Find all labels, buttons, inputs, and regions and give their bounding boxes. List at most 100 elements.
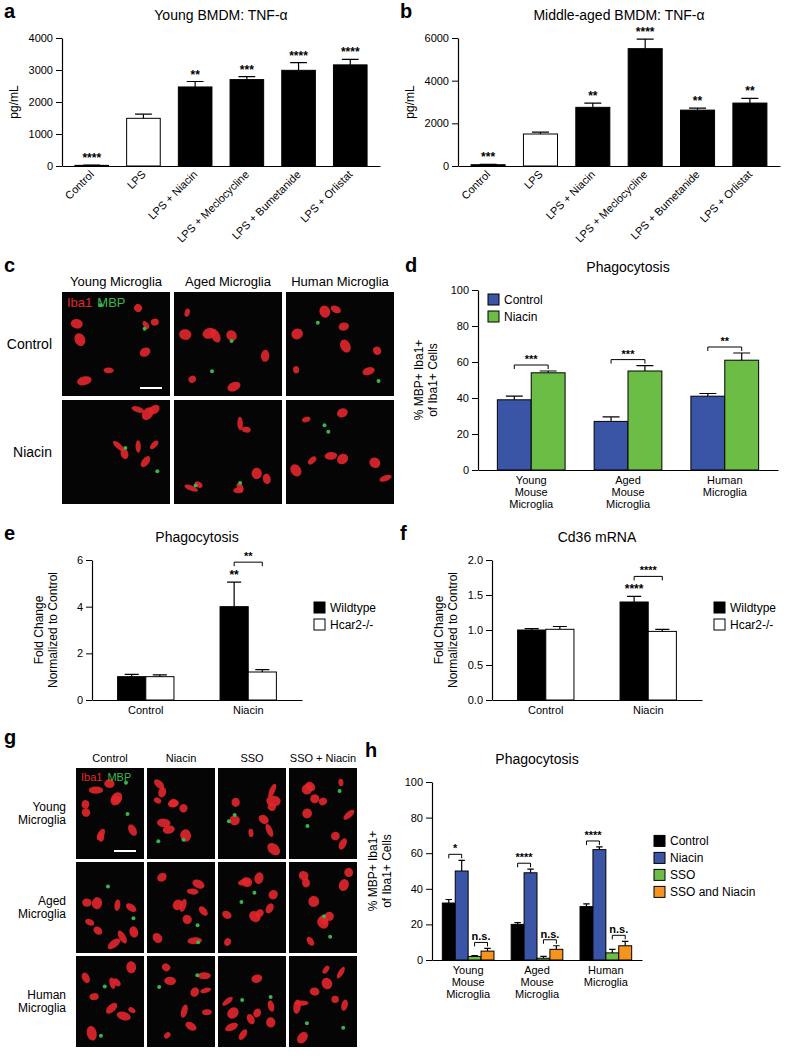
bar [606, 953, 619, 960]
x-tick: Control [62, 168, 96, 202]
legend-label: Niacin [504, 310, 537, 324]
cell [200, 986, 212, 994]
y-tick-mark [86, 560, 92, 561]
error-bar [699, 394, 716, 397]
y-tick: 4000 [425, 75, 458, 87]
y-tick-mark [486, 630, 492, 631]
stain-dot [155, 469, 159, 473]
y-tick-label: 40 [411, 883, 423, 895]
micrograph [286, 400, 394, 504]
cell [153, 796, 162, 804]
scale-bar [114, 850, 136, 852]
y-axis-title: % MBP+ Iba1+of Iba1+ Cells [412, 340, 440, 421]
legend-swatch [654, 852, 665, 863]
error-bar [689, 108, 706, 110]
micrograph [286, 292, 394, 396]
significance: **** [82, 151, 101, 165]
cell [160, 962, 171, 973]
bar [471, 165, 505, 166]
bar [230, 80, 264, 166]
micrograph [76, 956, 144, 1047]
y-axis-line [62, 39, 63, 167]
x-tick-label: HumanMicroglia [584, 964, 629, 988]
stain-dot [341, 1026, 345, 1030]
plot-marks [118, 582, 277, 700]
micrograph [147, 862, 215, 953]
y-tick-label: 2000 [425, 117, 449, 129]
cell [95, 827, 107, 841]
cell [187, 888, 199, 895]
cell [155, 871, 168, 884]
y-tick-mark [472, 290, 478, 291]
stain-dot [103, 985, 107, 989]
y-tick-mark [426, 782, 432, 783]
x-tick: AgedMouseMicroglia [606, 474, 651, 510]
cell [124, 902, 138, 914]
x-tick-label: LPS + Bumetanide [229, 168, 303, 242]
y-tick-label: 0 [417, 954, 423, 966]
plot-marks [497, 353, 758, 470]
cell [221, 995, 234, 1007]
cell [108, 977, 116, 990]
y-tick-mark [472, 326, 478, 327]
row-label: Control [7, 336, 52, 352]
stain-label: MBP [97, 295, 125, 310]
cell [324, 451, 337, 460]
stain-dot [239, 900, 243, 904]
y-tick-mark [56, 70, 62, 71]
stain-dot [233, 813, 237, 817]
cell [163, 1031, 172, 1040]
legend-label: Hcar2-/- [730, 618, 773, 632]
comparison-label: n.s. [472, 930, 491, 942]
cell [335, 452, 350, 467]
plot-marks [442, 847, 631, 960]
error-bar [540, 956, 546, 958]
cell [294, 1000, 308, 1006]
annotations: ******** [514, 335, 741, 369]
y-axis: 020406080100 [451, 284, 479, 476]
bar [118, 677, 146, 700]
y-tick-label: 6000 [425, 32, 449, 44]
chart-title: Young BMDM: TNF-α [154, 7, 287, 23]
error-bar [187, 82, 204, 87]
row-label: HumanMicroglia [18, 988, 66, 1015]
stain-dot [210, 369, 214, 373]
y-tick: 80 [411, 812, 432, 824]
error-bar [532, 132, 549, 134]
micrograph [289, 956, 357, 1047]
cell [189, 986, 201, 998]
y-tick-label: 2 [77, 647, 83, 659]
error-bar [603, 417, 620, 422]
y-tick-mark [452, 38, 458, 39]
y-tick-label: 6 [77, 554, 83, 566]
cell [138, 346, 152, 359]
comparison-bracket [586, 841, 599, 845]
cell [92, 925, 104, 936]
y-tick-label: 60 [411, 847, 423, 859]
cell [361, 366, 375, 377]
cell [89, 786, 104, 794]
y-tick-mark [472, 362, 478, 363]
x-tick: Niacin [633, 704, 664, 716]
stain-dot [305, 824, 309, 828]
significance: ** [745, 84, 755, 98]
stain-dot [316, 321, 320, 325]
legend-swatch [314, 619, 325, 630]
bar [497, 400, 531, 470]
y-tick: 6 [77, 554, 92, 566]
cell [139, 405, 156, 422]
y-axis: 020406080100 [405, 776, 433, 966]
stain-dot [326, 430, 330, 434]
row-label: YoungMicroglia [18, 800, 66, 827]
chart-title: Phagocytosis [495, 751, 578, 767]
row-label: AgedMicroglia [18, 894, 66, 921]
panel-letter: f [400, 522, 407, 544]
x-tick-label: LPS + Bumetanide [628, 168, 702, 242]
y-axis-title: Fold ChangeNormalized to Control [432, 572, 460, 688]
legend: WildtypeHcar2-/- [714, 601, 776, 632]
cell [264, 902, 276, 915]
cell [141, 320, 150, 330]
bar [524, 873, 537, 960]
y-tick: 2 [77, 647, 92, 659]
stain-dot [126, 812, 130, 816]
